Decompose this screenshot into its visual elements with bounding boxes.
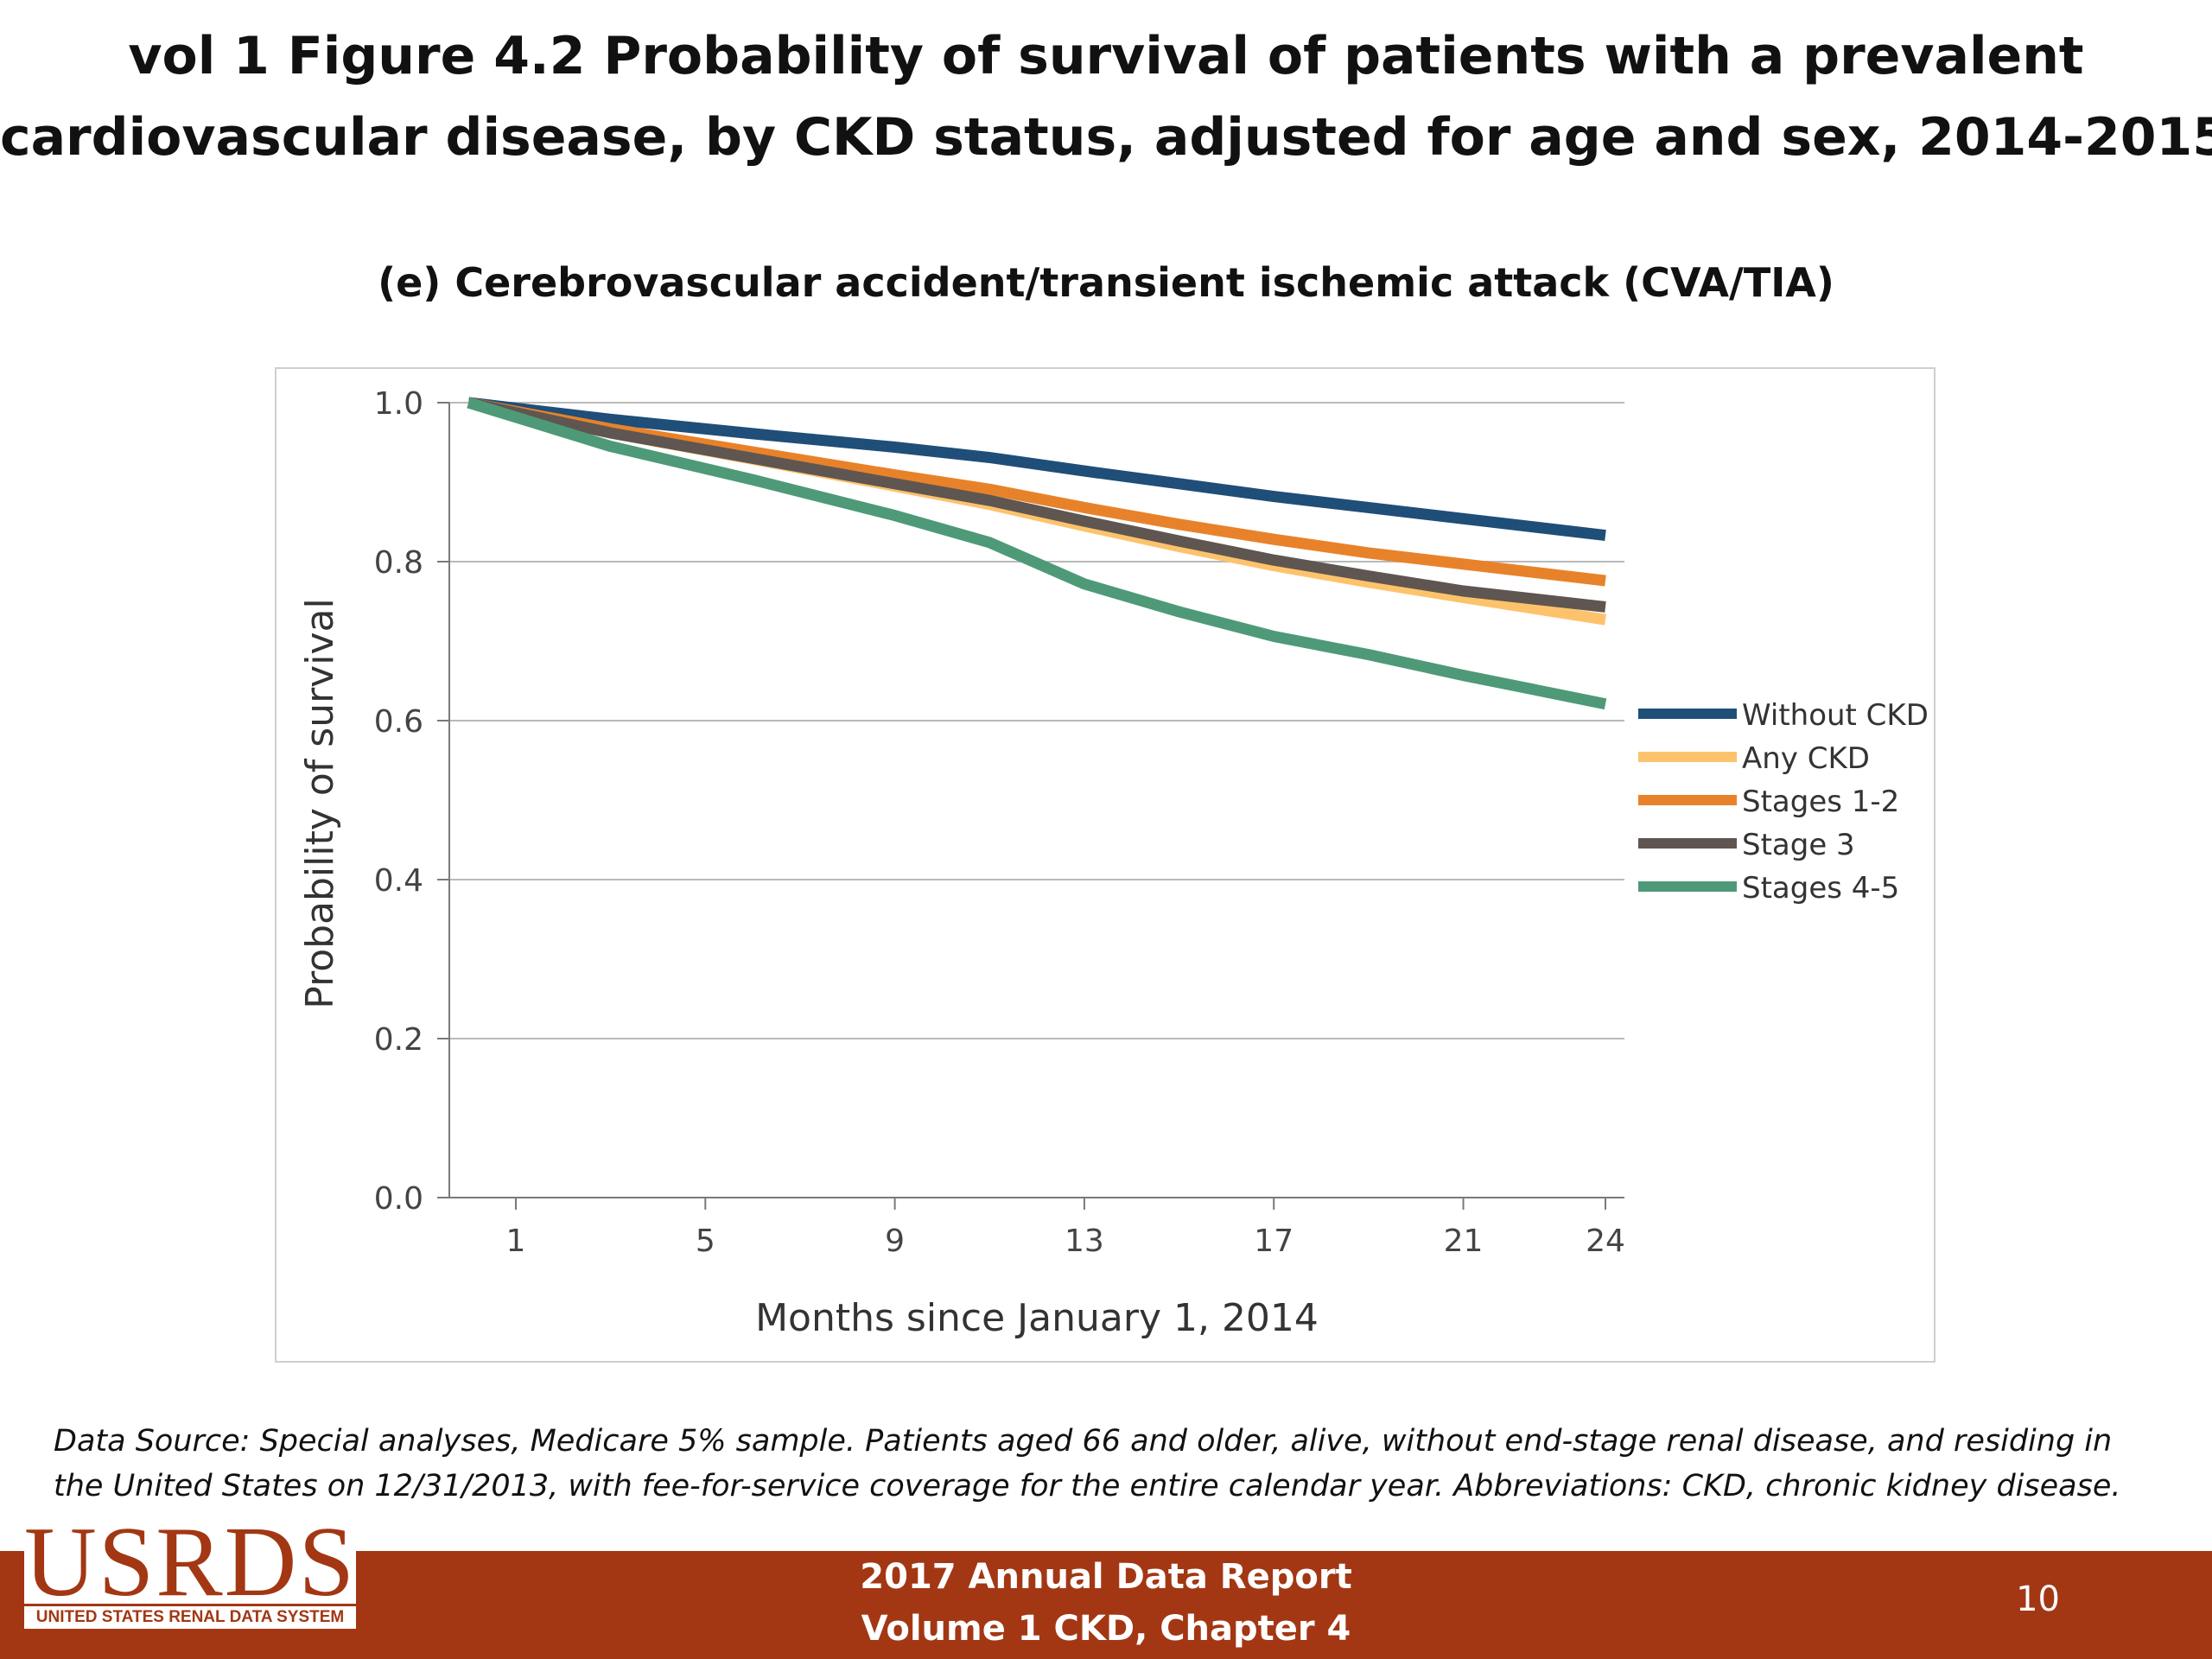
- series-line-stage-3: [467, 397, 1606, 613]
- legend-label: Without CKD: [1742, 698, 1929, 733]
- y-tick-label: 0.8: [374, 545, 423, 581]
- slide-title-line-2: cardiovascular disease, by CKD status, a…: [0, 107, 2212, 168]
- y-tick-label: 0.4: [374, 863, 423, 899]
- logo-tagline: UNITED STATES RENAL DATA SYSTEM: [24, 1604, 356, 1627]
- legend-label: Stages 1-2: [1742, 785, 1899, 819]
- y-axis-title: Probability of survival: [298, 598, 342, 1008]
- footer-report-title: 2017 Annual Data Report Volume 1 CKD, Ch…: [0, 1551, 2212, 1655]
- y-tick-label: 0.0: [374, 1181, 423, 1217]
- footer-line-1: 2017 Annual Data Report: [860, 1557, 1352, 1597]
- x-tick-label: 9: [885, 1224, 905, 1259]
- legend-label: Stages 4-5: [1742, 871, 1899, 906]
- y-tick-label: 1.0: [374, 386, 423, 422]
- x-tick-label: 13: [1065, 1224, 1104, 1259]
- logo-wordmark: USRDS: [24, 1507, 356, 1618]
- slide-title: vol 1 Figure 4.2 Probability of survival…: [0, 16, 2212, 178]
- footer-bar: [0, 1551, 2212, 1659]
- tick-labels: 0.0 0.2 0.4 0.6 0.8 1.0 1 5 9 13 17 21 24: [374, 386, 1625, 1259]
- series-line-stages-1-2: [467, 397, 1606, 587]
- chart-title: (e) Cerebrovascular accident/transient i…: [378, 259, 1834, 306]
- chart-frame: [275, 367, 1936, 1363]
- data-source-footnote: Data Source: Special analyses, Medicare …: [54, 1424, 2121, 1503]
- y-tick-label: 0.2: [374, 1022, 423, 1058]
- legend: Without CKD Any CKD Stages 1-2 Stage 3 Stage…: [1638, 698, 1929, 906]
- series-lines: [467, 397, 1607, 710]
- page-number: 10: [2016, 1580, 2060, 1619]
- legend-label: Any CKD: [1742, 741, 1870, 776]
- axes: [448, 403, 1624, 1198]
- series-line-without-ckd: [467, 397, 1606, 542]
- usrds-logo: USRDS UNITED STATES RENAL DATA SYSTEM: [24, 1511, 356, 1629]
- footer-line-2: Volume 1 CKD, Chapter 4: [861, 1609, 1351, 1649]
- y-tick-label: 0.6: [374, 704, 423, 740]
- x-tick-label: 5: [696, 1224, 715, 1259]
- x-tick-label: 1: [506, 1224, 526, 1259]
- x-tick-label: 17: [1254, 1224, 1294, 1259]
- x-tick-label: 24: [1586, 1224, 1625, 1259]
- x-axis-title: Months since January 1, 2014: [755, 1296, 1319, 1340]
- x-tick-label: 21: [1444, 1224, 1484, 1259]
- slide-title-line-1: vol 1 Figure 4.2 Probability of survival…: [128, 26, 2084, 86]
- legend-label: Stage 3: [1742, 828, 1855, 862]
- series-line-stages-4-5: [467, 397, 1607, 710]
